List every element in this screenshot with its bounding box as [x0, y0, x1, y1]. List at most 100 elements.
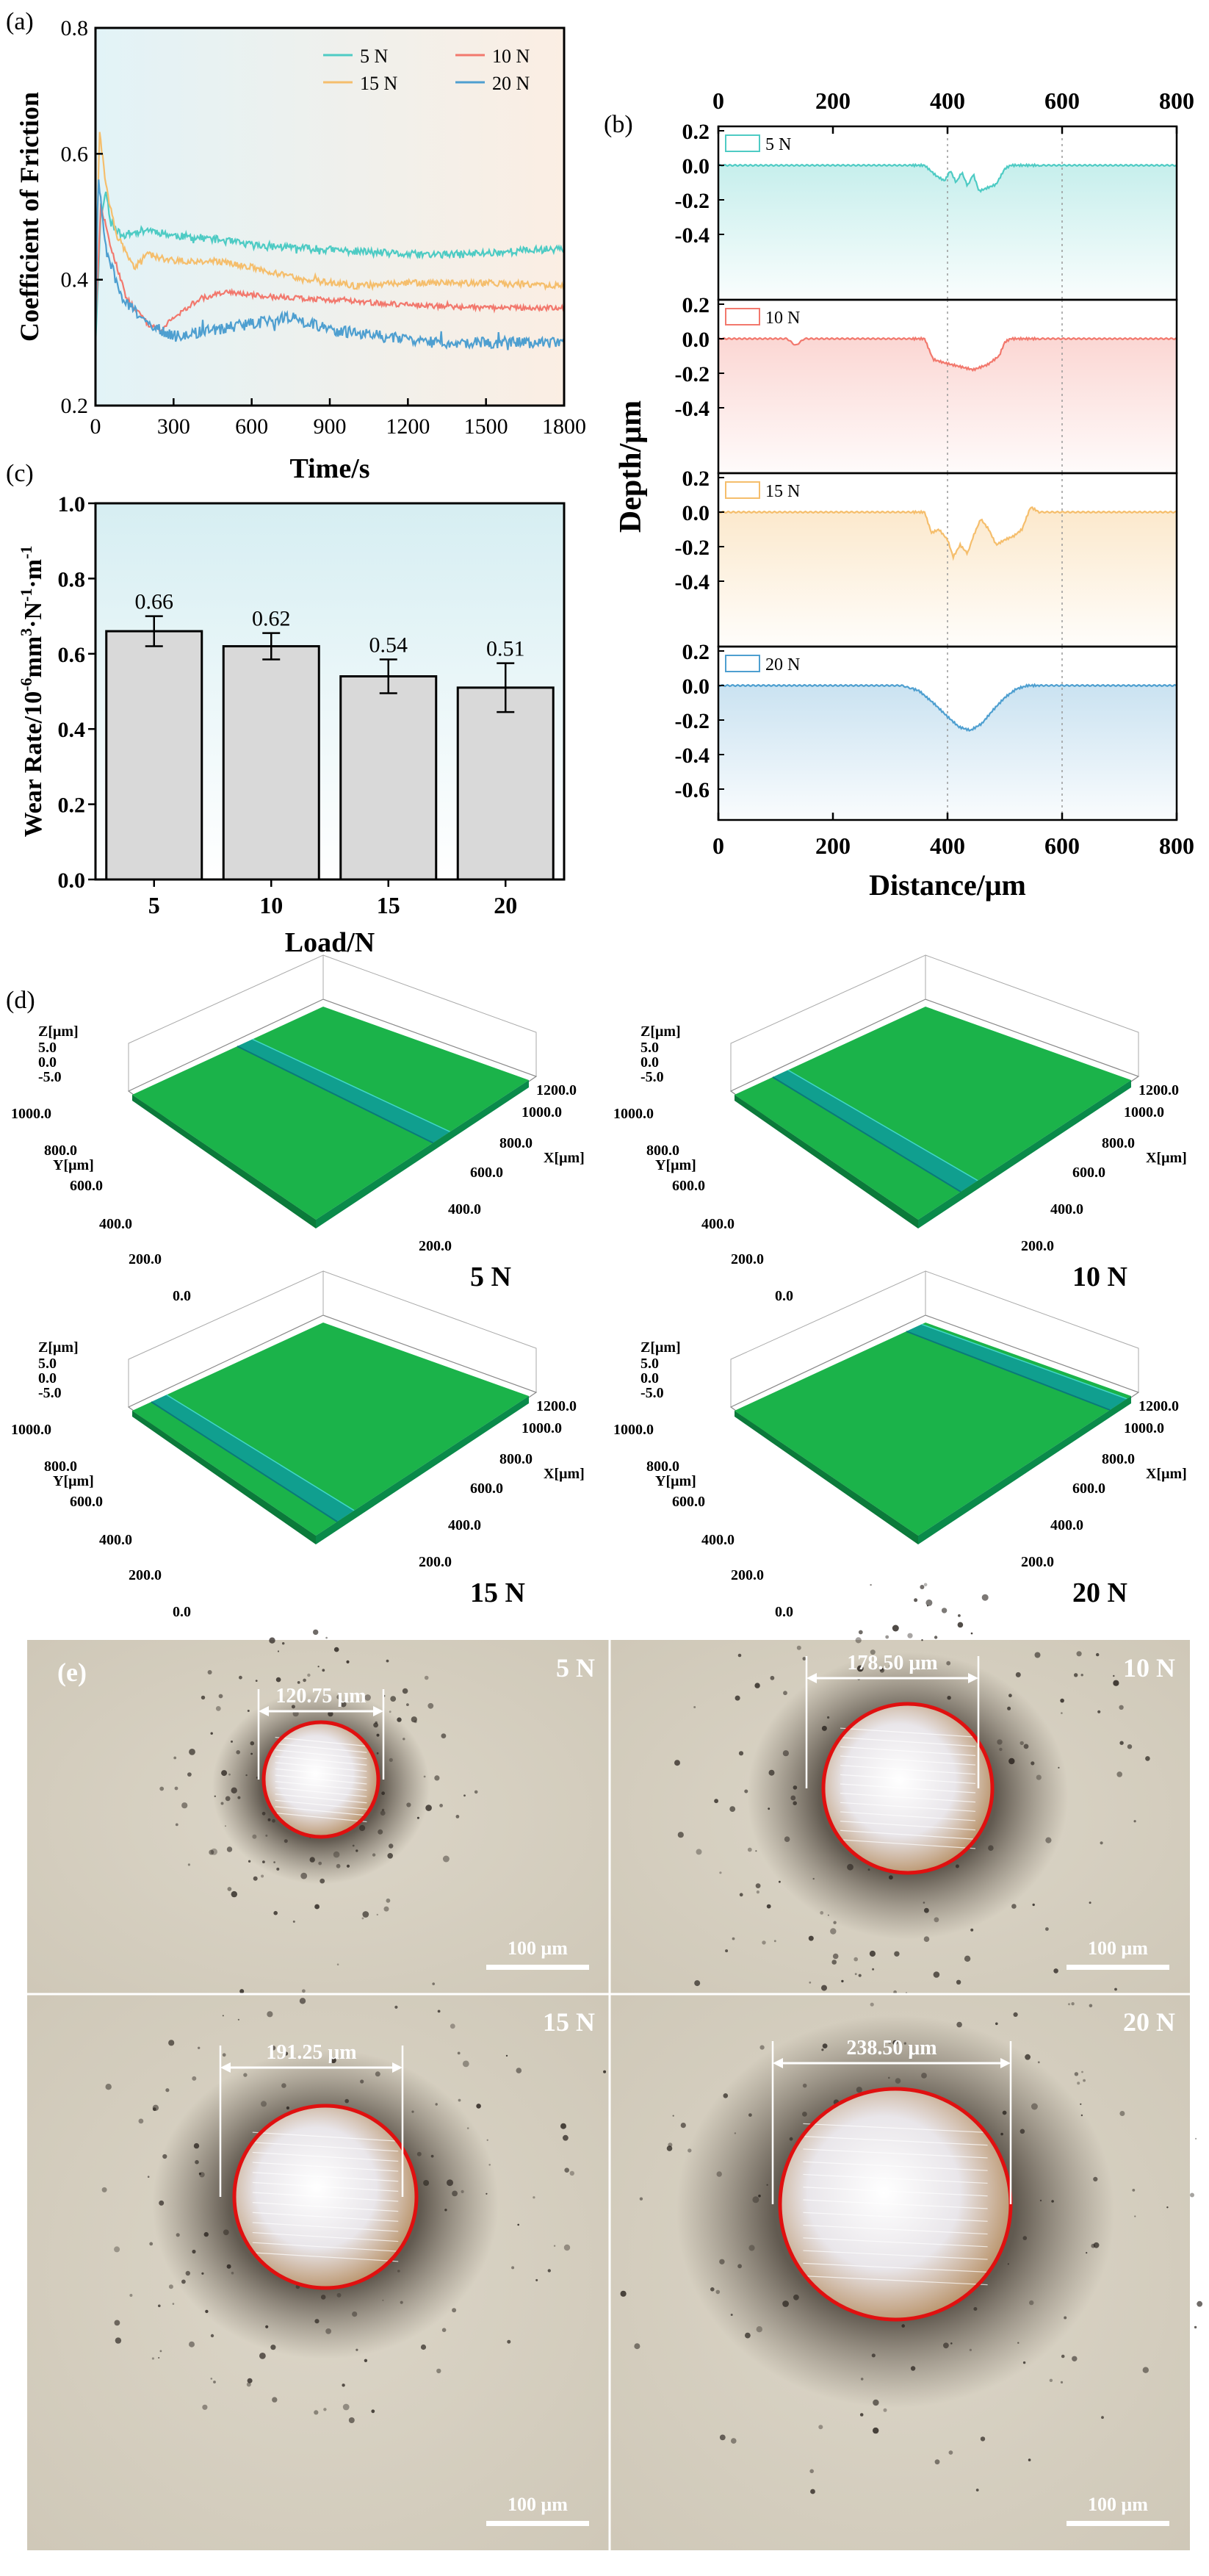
panel-c-frame [94, 502, 566, 881]
surface-3d-5n: Z[μm]5.00.0-5.01000.0800.0600.0400.0200.… [11, 954, 585, 1304]
z-tick-label: -5.0 [38, 1069, 62, 1085]
depth-line [718, 683, 1177, 733]
y-tick-label: 600.0 [70, 1178, 103, 1194]
x-tick-label: 5 [148, 892, 160, 918]
x-tick-label: 600 [235, 414, 268, 439]
micrograph-15n: 191.25 μm 15 N 100 μm [27, 1963, 610, 2550]
scale-bar [1067, 1965, 1169, 1970]
depth-legend-label: 10 N [765, 309, 800, 328]
z-axis-label: Z[μm] [640, 1023, 681, 1040]
z-tick-label: 5.0 [640, 1040, 659, 1056]
scar-outline-circle [261, 1720, 380, 1839]
scale-bar [486, 1965, 589, 1970]
y-tick-label: 400.0 [701, 1532, 735, 1548]
x-tick-label: 0 [712, 832, 724, 859]
x-tick-label: 800.0 [499, 1135, 533, 1151]
panel-c-xlabel: Load/N [285, 927, 375, 958]
surface-3d-15n: Z[μm]5.00.0-5.01000.0800.0600.0400.0200.… [11, 1270, 585, 1620]
x-tick-label: 600.0 [1072, 1165, 1105, 1181]
panel-c-ticks: 5 10 15 20 0.0 0.2 0.4 0.6 0.8 1.0 [58, 492, 518, 918]
bar-20n [456, 686, 555, 881]
x-tick-label: 400.0 [1050, 1517, 1083, 1533]
y-tick-label: 0.0 [775, 1604, 793, 1620]
z-tick-label: 5.0 [640, 1356, 659, 1372]
y-axis-label: Y[μm] [655, 1473, 696, 1489]
y-tick-label: 0.0 [682, 674, 710, 699]
y-tick-label: 400.0 [99, 1532, 132, 1548]
x-tick-label-top: 200 [815, 87, 851, 114]
scale-bar [1067, 2521, 1169, 2526]
y-tick-label: 600.0 [70, 1494, 103, 1510]
y-tick-label: 1000.0 [11, 1106, 51, 1122]
x-tick-label: 200 [815, 832, 851, 859]
panel-b-ticks: 0 0 200 200 400 400 600 600 800 800 [712, 87, 1194, 859]
y-tick-label: 400.0 [701, 1216, 735, 1232]
y-tick-label: -0.2 [675, 536, 710, 560]
panel-b-xlabel: Distance/μm [869, 868, 1026, 902]
y-tick-label: 0.0 [173, 1288, 191, 1304]
panel-c-label: (c) [6, 460, 34, 487]
panel-d-3d-surfaces: (d) Z[μm]5.00.0-5.01000.0800.0600.0400.0… [6, 954, 1187, 1620]
depth-line [718, 506, 1177, 561]
panel-a-ylabel: Coefficient of Friction [15, 92, 44, 342]
x-axis-label: X[μm] [544, 1466, 585, 1482]
x-tick-label: 1200.0 [536, 1398, 577, 1414]
y-tick-label: -0.2 [675, 709, 710, 733]
panel-b-depth-profiles: (b) 5 N0.20.0-0.2-0.410 N0.20.0-0.2-0.41… [604, 87, 1194, 902]
surface-load-label: 20 N [1072, 1577, 1127, 1608]
value-label: 0.62 [252, 607, 291, 631]
series-line-15n [94, 132, 566, 325]
depth-subplot-10n: 10 N 0.2 0.0 -0.2 -0.4 [675, 293, 1178, 475]
y-tick-label: 0.0 [58, 868, 86, 893]
x-tick-label-top: 800 [1159, 87, 1194, 114]
micrograph-load-label: 5 N [556, 1653, 595, 1683]
z-tick-label: 5.0 [38, 1356, 57, 1372]
measure-label: 191.25 μm [266, 2041, 356, 2064]
panel-b-ylabel: Depth/μm [614, 400, 648, 533]
y-tick-label: 1000.0 [613, 1106, 654, 1122]
x-tick-label: 1000.0 [1124, 1420, 1164, 1436]
y-tick-label: 0.6 [61, 142, 89, 166]
y-tick-label: 400.0 [99, 1216, 132, 1232]
y-tick-label: 800.0 [44, 1458, 77, 1475]
y-tick-label: -0.4 [675, 570, 710, 594]
y-tick-label: 800.0 [646, 1458, 679, 1475]
measure-label: 120.75 μm [275, 1685, 366, 1708]
y-axis-label: Y[μm] [53, 1157, 94, 1173]
surface-3d-10n: Z[μm]5.00.0-5.01000.0800.0600.0400.0200.… [613, 954, 1187, 1304]
x-tick-label: 200.0 [419, 1554, 452, 1570]
surface-plane [735, 1007, 1131, 1220]
x-tick-label: 600.0 [1072, 1481, 1105, 1497]
measure-label: 238.50 μm [846, 2037, 936, 2059]
x-tick-label: 800.0 [499, 1451, 533, 1467]
x-tick-label: 0 [90, 414, 101, 439]
bar-15n [339, 675, 438, 881]
x-tick-label: 400.0 [1050, 1201, 1083, 1217]
z-tick-label: 0.0 [640, 1054, 659, 1071]
micrograph-load-label: 15 N [543, 2007, 595, 2037]
y-tick-label: 0.6 [58, 643, 86, 667]
z-tick-label: 0.0 [640, 1370, 659, 1386]
measure-label: 178.50 μm [847, 1652, 937, 1674]
x-tick-label: 1200.0 [536, 1082, 577, 1098]
x-tick-label: 800 [1159, 832, 1194, 859]
y-tick-label: 200.0 [129, 1251, 162, 1267]
x-tick-label-top: 400 [930, 87, 965, 114]
y-tick-label: 0.8 [58, 567, 86, 591]
x-tick-label: 1500 [464, 414, 508, 439]
y-tick-label: -0.4 [675, 223, 710, 248]
x-tick-label: 1000.0 [522, 1420, 562, 1436]
depth-legend-label: 5 N [765, 135, 791, 154]
y-tick-label: -0.4 [675, 397, 710, 421]
panel-a-label: (a) [6, 8, 34, 35]
z-axis-label: Z[μm] [38, 1339, 79, 1356]
value-label: 0.54 [369, 633, 408, 657]
y-tick-label: 800.0 [44, 1143, 77, 1159]
x-tick-label: 1000.0 [522, 1104, 562, 1120]
y-tick-label: -0.6 [675, 778, 710, 802]
y-tick-label: 0.2 [682, 640, 710, 664]
micrograph-10n: 178.50 μm 10 N 100 μm [610, 1583, 1190, 2007]
x-tick-label: 1200.0 [1138, 1398, 1179, 1414]
y-tick-label: 0.4 [58, 718, 86, 742]
